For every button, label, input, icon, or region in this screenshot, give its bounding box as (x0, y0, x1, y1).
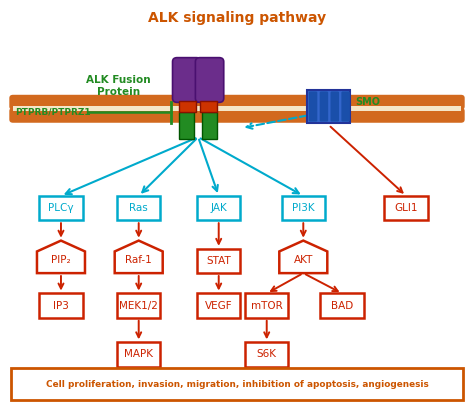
FancyBboxPatch shape (197, 196, 240, 220)
Text: Cell proliferation, invasion, migration, inhibition of apoptosis, angiogenesis: Cell proliferation, invasion, migration,… (46, 379, 428, 389)
FancyBboxPatch shape (117, 293, 160, 318)
FancyBboxPatch shape (11, 368, 463, 400)
Text: BAD: BAD (331, 301, 353, 310)
Text: SMO: SMO (356, 97, 381, 106)
FancyBboxPatch shape (384, 196, 428, 220)
Text: ALK signaling pathway: ALK signaling pathway (148, 11, 326, 25)
Text: MAPK: MAPK (124, 349, 153, 359)
Text: MEK1/2: MEK1/2 (119, 301, 158, 310)
Text: GLI1: GLI1 (394, 203, 418, 213)
FancyBboxPatch shape (307, 90, 350, 123)
Text: PTPRB/PTPRZ1: PTPRB/PTPRZ1 (15, 108, 91, 117)
FancyBboxPatch shape (200, 101, 218, 112)
FancyBboxPatch shape (39, 293, 82, 318)
Text: VEGF: VEGF (205, 301, 233, 310)
Text: Ras: Ras (129, 203, 148, 213)
Text: STAT: STAT (206, 256, 231, 266)
Polygon shape (279, 241, 328, 273)
FancyBboxPatch shape (195, 58, 224, 102)
Text: JAK: JAK (210, 203, 227, 213)
Polygon shape (115, 241, 163, 273)
Text: S6K: S6K (257, 349, 277, 359)
Text: PIP₂: PIP₂ (51, 255, 71, 265)
FancyBboxPatch shape (173, 58, 201, 102)
FancyBboxPatch shape (309, 91, 317, 122)
FancyBboxPatch shape (9, 95, 465, 110)
FancyBboxPatch shape (202, 112, 218, 139)
FancyBboxPatch shape (245, 293, 289, 318)
FancyBboxPatch shape (197, 249, 240, 273)
FancyBboxPatch shape (282, 196, 325, 220)
FancyBboxPatch shape (320, 293, 364, 318)
FancyBboxPatch shape (9, 108, 465, 123)
Polygon shape (37, 241, 85, 273)
Text: IP3: IP3 (53, 301, 69, 310)
FancyBboxPatch shape (117, 196, 160, 220)
Text: ALK Fusion
Protein: ALK Fusion Protein (86, 75, 150, 98)
FancyBboxPatch shape (179, 101, 196, 112)
Text: Raf-1: Raf-1 (125, 255, 152, 265)
FancyBboxPatch shape (117, 342, 160, 367)
FancyBboxPatch shape (341, 91, 350, 122)
FancyBboxPatch shape (179, 112, 194, 139)
FancyBboxPatch shape (245, 342, 289, 367)
Text: AKT: AKT (293, 255, 313, 265)
Text: mTOR: mTOR (251, 301, 283, 310)
Text: PI3K: PI3K (292, 203, 315, 213)
FancyBboxPatch shape (330, 91, 339, 122)
FancyBboxPatch shape (13, 106, 461, 111)
FancyBboxPatch shape (39, 196, 82, 220)
FancyBboxPatch shape (319, 91, 328, 122)
Text: PLCγ: PLCγ (48, 203, 74, 213)
FancyBboxPatch shape (197, 293, 240, 318)
